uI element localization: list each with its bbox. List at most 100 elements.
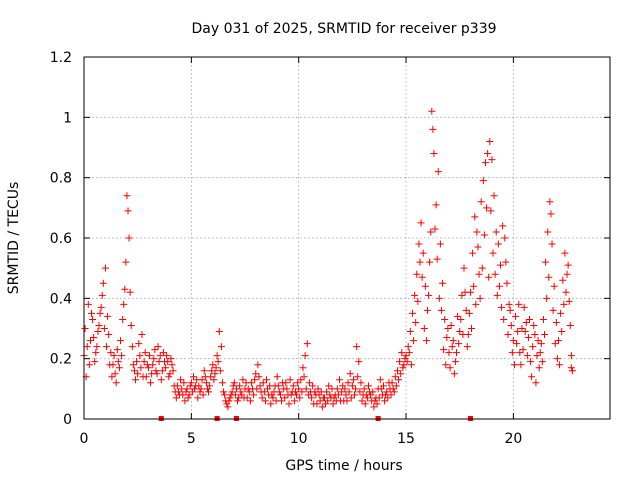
data-point-0-204	[514, 328, 522, 336]
data-point-0-7	[95, 321, 103, 329]
data-point-0-171	[443, 334, 451, 342]
data-point-0-443	[538, 358, 546, 366]
data-point-0-147	[393, 367, 401, 375]
data-point-0-444	[541, 331, 549, 339]
data-point-0-230	[567, 352, 575, 360]
data-point-0-34	[151, 346, 159, 354]
x-tick-label-0: 0	[80, 431, 89, 447]
data-point-0-367	[373, 400, 381, 408]
data-point-0-321	[274, 382, 282, 390]
data-point-0-14	[110, 352, 118, 360]
data-point-0-433	[517, 361, 525, 369]
data-point-0-26	[134, 370, 142, 378]
data-point-0-356	[349, 376, 357, 384]
data-point-0-32	[147, 379, 155, 387]
data-point-0-409	[465, 309, 473, 317]
data-point-0-50	[185, 391, 193, 399]
data-point-0-180	[462, 306, 470, 314]
data-point-0-332	[298, 388, 306, 396]
data-point-0-158	[417, 219, 425, 227]
data-point-0-292	[212, 364, 220, 372]
data-series	[80, 107, 576, 411]
y-tick-label-4: 0.8	[50, 171, 72, 187]
data-point-0-59	[205, 388, 213, 396]
data-point-0-178	[458, 291, 466, 299]
data-point-0-426	[502, 258, 510, 266]
data-point-0-91	[273, 373, 281, 381]
data-point-0-456	[567, 364, 575, 372]
data-point-0-325	[283, 385, 291, 393]
data-point-0-279	[184, 394, 192, 402]
data-point-0-156	[413, 270, 421, 278]
data-point-0-201	[507, 321, 515, 329]
data-point-0-161	[424, 306, 432, 314]
data-point-0-72	[232, 385, 240, 393]
data-point-0-256	[135, 340, 143, 348]
data-point-0-186	[475, 270, 483, 278]
data-point-0-255	[133, 358, 141, 366]
data-point-0-266	[156, 352, 164, 360]
data-point-0-422	[493, 291, 501, 299]
data-point-0-132	[361, 400, 369, 408]
data-point-0-183	[469, 249, 477, 257]
plot-frame	[83, 56, 611, 420]
data-point-0-15	[112, 379, 120, 387]
data-point-0-286	[199, 391, 207, 399]
data-point-0-397	[440, 346, 448, 354]
data-point-0-339	[313, 400, 321, 408]
data-point-0-418	[485, 273, 493, 281]
data-point-0-179	[460, 264, 468, 272]
data-point-0-150	[400, 361, 408, 369]
data-point-0-190	[484, 150, 492, 158]
data-point-0-250	[120, 300, 128, 308]
data-point-0-387	[416, 258, 424, 266]
data-point-0-6	[93, 343, 101, 351]
data-point-0-81	[252, 370, 260, 378]
data-point-0-396	[437, 306, 445, 314]
data-point-0-434	[519, 346, 527, 354]
data-point-0-403	[452, 349, 460, 357]
data-point-0-83	[256, 382, 264, 390]
data-point-0-314	[259, 379, 267, 387]
data-point-0-377	[395, 376, 403, 384]
data-point-0-126	[348, 382, 356, 390]
data-point-0-423	[495, 282, 503, 290]
data-point-0-176	[454, 312, 462, 320]
data-point-0-24	[129, 361, 137, 369]
data-point-0-184	[471, 213, 479, 221]
data-point-0-305	[240, 394, 248, 402]
data-point-0-327	[287, 391, 295, 399]
data-point-0-401	[448, 343, 456, 351]
data-point-0-232	[81, 325, 89, 332]
data-point-0-359	[356, 388, 364, 396]
chart-title: Day 031 of 2025, SRMTID for receiver p33…	[191, 21, 496, 37]
data-point-0-107	[308, 394, 316, 402]
data-point-0-317	[266, 382, 274, 390]
x-tick-label-4: 20	[504, 431, 522, 447]
data-point-0-154	[408, 309, 416, 317]
data-point-0-425	[500, 315, 508, 323]
data-point-0-65	[217, 343, 225, 351]
data-point-0-84	[258, 394, 266, 402]
data-point-0-277	[180, 379, 188, 387]
data-point-0-203	[512, 312, 520, 320]
data-point-0-293	[214, 358, 222, 366]
data-point-0-164	[429, 125, 437, 133]
data-point-0-442	[536, 349, 544, 357]
data-point-0-247	[113, 346, 121, 354]
data-point-0-385	[412, 318, 420, 326]
data-point-0-236	[90, 334, 98, 342]
data-point-0-408	[463, 343, 471, 351]
data-point-0-214	[535, 364, 543, 372]
data-point-0-338	[311, 388, 319, 396]
axis-ticks	[83, 56, 610, 420]
data-point-0-38	[159, 349, 167, 357]
data-point-0-227	[561, 249, 569, 257]
data-point-0-220	[547, 210, 555, 218]
data-point-0-162	[426, 258, 434, 266]
data-point-0-285	[197, 385, 205, 393]
data-point-0-435	[521, 328, 529, 336]
data-point-0-415	[478, 264, 486, 272]
data-point-0-177	[456, 328, 464, 336]
data-point-0-311	[253, 385, 261, 393]
